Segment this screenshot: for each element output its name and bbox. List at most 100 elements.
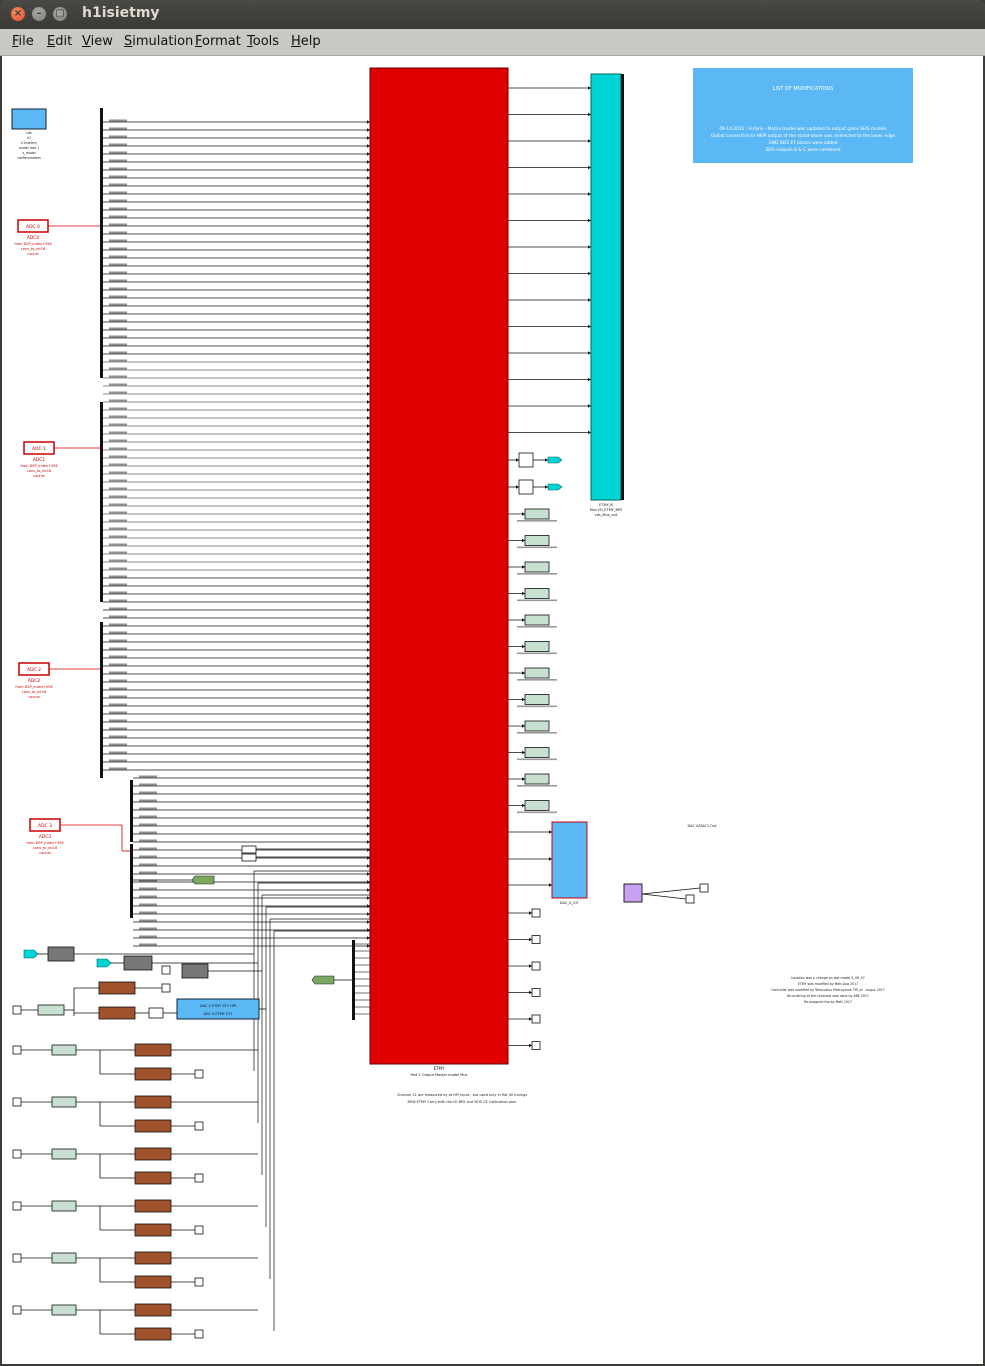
wire-arrow (367, 752, 370, 756)
menu-file[interactable]: File (12, 34, 34, 49)
simulink-canvas[interactable]: ETMY Part 2 Output Master model Mux ETMY… (2, 56, 983, 1364)
wire-arrow (588, 192, 591, 196)
wire-arrow (367, 576, 370, 580)
wire-arrow (367, 336, 370, 340)
wire-arrow (367, 616, 370, 620)
port-label (109, 663, 127, 666)
port-label (109, 647, 127, 650)
filter-block (524, 508, 550, 520)
window-title: h1isietmy (82, 5, 160, 21)
adc-1-sub3: counts (33, 474, 45, 478)
diagram-blocks[interactable] (12, 108, 709, 1341)
modifications-line-1: 09-14-2012 : H.Paris - Matrix model was … (719, 126, 887, 132)
menu-tools[interactable]: Tools (247, 34, 280, 49)
filter-block (51, 1304, 77, 1316)
minimize-window-button[interactable]: – (32, 7, 46, 21)
wire-arrow (367, 672, 370, 676)
window-titlebar: × – ▢ h1isietmy (0, 0, 985, 29)
wire-arrow (367, 656, 370, 660)
wire-arrow (367, 832, 370, 836)
port-label (109, 591, 127, 594)
main-etmy-block[interactable] (369, 67, 509, 1065)
cyan-bus-sublabel: Mux ISI_ETMY_BPS (590, 508, 623, 512)
menu-format[interactable]: Format (195, 34, 241, 49)
wire-arrow (549, 857, 552, 861)
brown-block (134, 1327, 172, 1341)
port-label (109, 679, 127, 682)
port-label (109, 391, 127, 394)
wire-arrow (367, 632, 370, 636)
wire-arrow (367, 456, 370, 460)
menu-help[interactable]: Help (291, 34, 321, 49)
port-label (109, 207, 127, 210)
wire-arrow (549, 883, 552, 887)
terminator-block (161, 983, 171, 993)
cds-parameters-block[interactable] (11, 108, 47, 130)
wire-arrow (367, 224, 370, 228)
port-label (109, 455, 127, 458)
dac-blue-block[interactable] (551, 821, 588, 899)
adc-2-label: ADC 2 (27, 667, 41, 673)
port-label (109, 503, 127, 506)
port-label (139, 911, 157, 914)
adc-3-label: ADC 3 (38, 823, 52, 829)
wire-arrow (367, 424, 370, 428)
close-window-button[interactable]: × (11, 7, 25, 21)
purple-block[interactable] (623, 883, 643, 903)
cyan-bus-block[interactable] (590, 73, 622, 501)
adc-block-1[interactable]: ADC 1 ADC1 from DSP_Index+556 conv_to_in… (20, 441, 58, 478)
adc-block-3[interactable]: ADC 3 ADC3 from DSP_Index+556 conv_to_in… (26, 818, 64, 855)
port-label (109, 751, 127, 754)
adc-block-2[interactable]: ADC 2 ADC2 from DSP_Index+556 conv_to_in… (15, 662, 53, 699)
port-label (109, 367, 127, 370)
wire-arrow (367, 912, 370, 916)
wire-arrow (367, 544, 370, 548)
adc-block-0[interactable]: ADC 0 ADC0 from DSP_Index+556 conv_to_in… (14, 219, 52, 256)
wire-arrow (522, 538, 525, 543)
wire-arrow (367, 120, 370, 124)
port-label (109, 303, 127, 306)
maximize-window-button[interactable]: ▢ (53, 7, 67, 21)
port-label (109, 399, 127, 402)
mid-blue-block[interactable] (176, 998, 260, 1020)
port-label (109, 287, 127, 290)
wire-arrow (367, 696, 370, 700)
port-label (109, 375, 127, 378)
port-label (109, 687, 127, 690)
wire-arrow (367, 688, 370, 692)
wire-arrow (588, 218, 591, 223)
demux-bar (130, 844, 133, 918)
port-label (109, 543, 127, 546)
wire-arrow (545, 485, 548, 489)
port-label (109, 143, 127, 146)
wire-arrow (367, 784, 370, 788)
wire-arrow (529, 911, 532, 915)
wire-arrow (522, 803, 525, 808)
port-label (109, 359, 127, 362)
menu-view[interactable]: View (82, 34, 113, 49)
wire-arrow (367, 200, 370, 204)
filter-block (51, 1096, 77, 1108)
wire-arrow (522, 644, 525, 649)
wire-arrow (367, 168, 370, 172)
port-label (139, 839, 157, 842)
inport-block (12, 1201, 22, 1211)
port-label (109, 551, 127, 554)
wire-arrow (367, 792, 370, 796)
block-label (517, 785, 557, 787)
wire-arrow (367, 584, 370, 588)
port-label (109, 247, 127, 250)
menu-simulation[interactable]: Simulation (124, 34, 194, 49)
inport-block (12, 1253, 22, 1263)
port-label (109, 167, 127, 170)
adc-0-sub: from DSP_Index+556 (14, 242, 51, 246)
brown-block (134, 1251, 172, 1265)
wire-arrow (367, 216, 370, 220)
from-tag (311, 975, 335, 985)
port-label (139, 775, 157, 778)
port-label (109, 487, 127, 490)
block-diagram[interactable]: ETMY Part 2 Output Master model Mux ETMY… (2, 56, 983, 1364)
wire-arrow (367, 808, 370, 812)
menu-edit[interactable]: Edit (47, 34, 73, 49)
wire-arrow (367, 840, 370, 844)
